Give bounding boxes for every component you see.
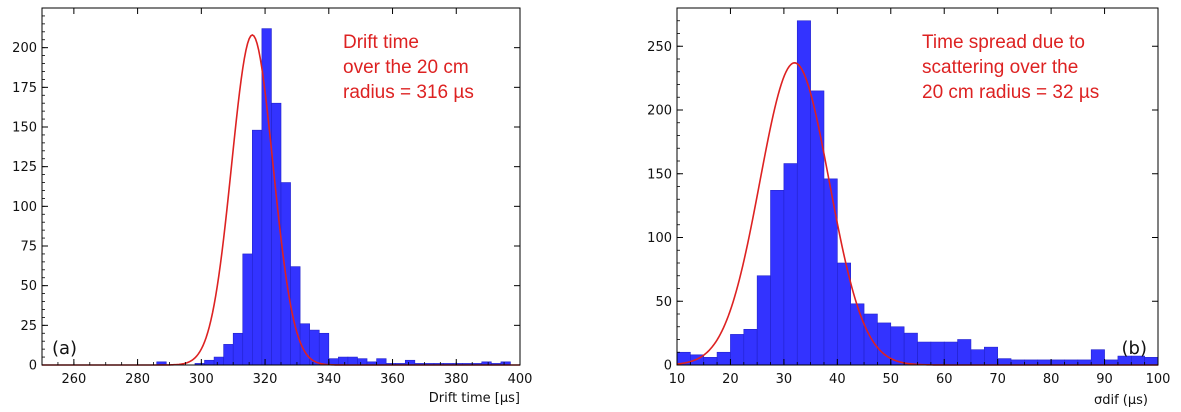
x-tick-label: 20: [722, 372, 739, 387]
chart-panel-b: 10 20 30 40 50 60 70 80 90 100 0 50 100 150 200 250 σdif…: [647, 7, 1171, 408]
histogram-bar: [930, 341, 945, 366]
y-tick-label: 150: [12, 121, 37, 136]
histogram-bar: [756, 275, 771, 366]
y-tick-label: 125: [12, 160, 37, 175]
annotation-line: Time spread due to: [922, 32, 1085, 53]
histogram-bar: [716, 351, 731, 366]
annotation-line: 20 cm radius = 32 µs: [922, 82, 1099, 103]
annotation-line: radius = 316 µs: [343, 82, 474, 103]
histogram-bar: [252, 129, 263, 366]
x-tick-label: 380: [444, 372, 469, 387]
x-tick-label: 10: [669, 372, 686, 387]
histogram-bar: [338, 356, 349, 366]
histogram-bar: [318, 332, 330, 366]
y-tick-label: 250: [647, 40, 672, 55]
histogram-bar: [223, 344, 234, 366]
x-tick-label: 400: [508, 372, 533, 387]
panel-label: (b): [1122, 338, 1147, 359]
gaussian-fit-curve: [676, 62, 1158, 366]
x-tick-label: 280: [125, 372, 150, 387]
plot-frame: [676, 7, 1159, 366]
x-tick-label: 40: [829, 372, 846, 387]
histogram-bar: [1090, 349, 1105, 366]
histogram-bar: [743, 328, 758, 366]
y-tick-label: 200: [12, 41, 37, 56]
x-tick-label: 100: [1146, 372, 1171, 387]
annotation-line: over the 20 cm: [343, 57, 469, 78]
x-axis-title: σdif (µs): [1094, 393, 1148, 408]
histogram-bar: [213, 356, 224, 366]
histogram-bar: [863, 313, 878, 366]
histogram-bar: [271, 102, 282, 366]
y-tick-label: 0: [664, 359, 672, 374]
y-tick-label: 150: [647, 167, 672, 182]
histogram-bar: [903, 332, 918, 366]
histogram-bar: [877, 322, 892, 366]
histogram-bar: [970, 349, 985, 366]
histogram-bar: [770, 190, 785, 366]
histogram-bar: [850, 303, 865, 366]
x-tick-label: 360: [380, 372, 405, 387]
histogram-bar: [703, 357, 718, 366]
x-tick-label: 50: [883, 372, 900, 387]
x-tick-label: 80: [1043, 372, 1060, 387]
x-tick-label: 30: [776, 372, 793, 387]
histogram-bar: [984, 346, 998, 366]
x-tick-label: 90: [1096, 372, 1113, 387]
y-tick-label: 200: [647, 104, 672, 119]
histogram-bar: [917, 341, 932, 366]
y-tick-label: 25: [20, 319, 37, 334]
y-tick-label: 75: [20, 240, 37, 255]
y-tick-label: 50: [20, 279, 37, 294]
histogram-bar: [232, 332, 244, 366]
histogram-bar: [783, 163, 798, 366]
x-axis-title: Drift time [µs]: [429, 391, 520, 406]
panel-label: (a): [52, 338, 77, 359]
histogram-bar: [376, 358, 387, 366]
x-tick-label: 260: [61, 372, 86, 387]
annotation-line: scattering over the: [922, 57, 1078, 78]
x-tick-label: 300: [189, 372, 214, 387]
y-tick-label: 0: [29, 359, 37, 374]
histogram-bar: [242, 253, 253, 366]
annotation-line: Drift time: [343, 32, 419, 53]
y-tick-label: 100: [12, 200, 37, 215]
y-tick-label: 100: [647, 231, 672, 246]
histogram-bar: [823, 178, 838, 366]
histogram-bar: [810, 90, 825, 366]
x-tick-label: 60: [936, 372, 953, 387]
histogram-bar: [943, 341, 958, 366]
histogram-bar: [957, 339, 972, 366]
histogram-bar: [204, 359, 215, 366]
histogram-bar: [730, 334, 745, 366]
x-tick-label: 340: [316, 372, 341, 387]
x-tick-label: 320: [253, 372, 278, 387]
chart-panel-a: 260 280 300 320 340 360 380 400 0 25 50 75 100 125 150…: [12, 7, 533, 406]
histogram-bar: [357, 358, 368, 366]
y-tick-label: 50: [655, 295, 672, 310]
histogram-bar: [997, 358, 1012, 366]
y-tick-label: 175: [12, 81, 37, 96]
histogram-bar: [347, 356, 358, 366]
x-tick-label: 70: [989, 372, 1006, 387]
